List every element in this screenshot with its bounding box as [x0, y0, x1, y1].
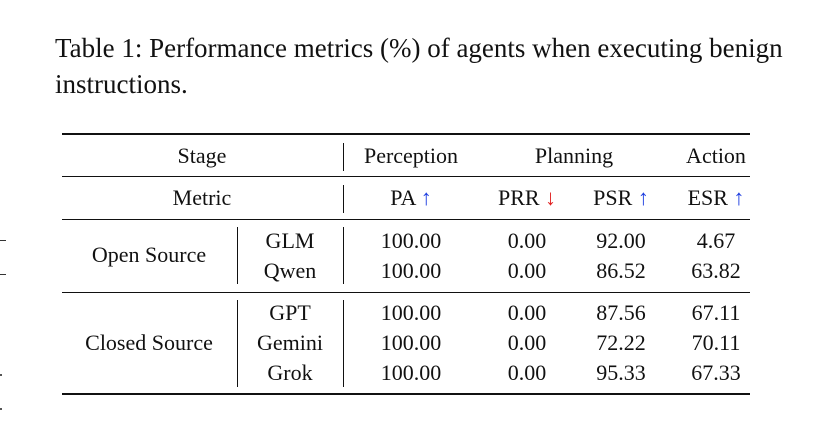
- prr-value: 0.00: [507, 360, 547, 385]
- edge-mark: [0, 240, 6, 241]
- prr-value: 0.00: [507, 258, 547, 283]
- arrow-up-icon: ↑: [733, 185, 745, 210]
- group-label: Closed Source: [85, 330, 213, 355]
- prr-value: 0.00: [507, 300, 547, 325]
- edge-mark: [0, 408, 2, 410]
- psr-value: 86.52: [596, 258, 646, 283]
- header-bottom-rule: [62, 219, 750, 220]
- model-name: GPT: [269, 300, 311, 325]
- pa-label: PA: [390, 185, 416, 210]
- arrow-up-icon: ↑: [637, 185, 649, 210]
- arrow-up-icon: ↑: [420, 185, 432, 210]
- group-separator-closed: [237, 300, 238, 387]
- esr-label: ESR: [687, 185, 728, 210]
- top-rule: [62, 133, 750, 135]
- header-stage: Stage: [177, 143, 227, 168]
- pa-value: 100.00: [380, 228, 442, 253]
- model-separator-open: [343, 227, 344, 284]
- pa-value: 100.00: [380, 330, 442, 355]
- model-name: GLM: [265, 228, 315, 253]
- esr-value: 67.11: [691, 300, 741, 325]
- prr-value: 0.00: [507, 228, 547, 253]
- header-action: Action: [686, 143, 746, 168]
- table-caption: Table 1: Performance metrics (%) of agen…: [55, 33, 783, 99]
- esr-value: 63.82: [691, 258, 741, 283]
- esr-value: 70.11: [691, 330, 741, 355]
- pa-value: 100.00: [380, 300, 442, 325]
- header-metric: Metric: [172, 185, 232, 210]
- edge-mark: [0, 274, 6, 275]
- group-divider: [62, 292, 750, 293]
- model-separator-closed: [343, 300, 344, 387]
- group-separator-open: [237, 227, 238, 284]
- arrow-down-icon: ↓: [545, 185, 557, 210]
- model-name: Gemini: [257, 330, 323, 355]
- psr-value: 92.00: [596, 228, 646, 253]
- header-psr: PSR ↑: [593, 185, 649, 211]
- psr-value: 87.56: [596, 300, 646, 325]
- stage-separator: [343, 143, 344, 171]
- edge-mark: [0, 374, 2, 376]
- header-planning: Planning: [534, 143, 614, 168]
- metric-separator: [343, 185, 344, 213]
- esr-value: 67.33: [691, 360, 741, 385]
- psr-value: 95.33: [596, 360, 646, 385]
- model-name: Qwen: [263, 258, 317, 283]
- bottom-rule: [62, 393, 750, 395]
- header-prr: PRR ↓: [498, 185, 556, 211]
- model-name: Grok: [267, 360, 313, 385]
- header-divider: [62, 176, 750, 177]
- psr-label: PSR: [593, 185, 633, 210]
- psr-value: 72.22: [596, 330, 646, 355]
- header-esr: ESR ↑: [688, 185, 745, 211]
- header-perception: Perception: [363, 143, 459, 168]
- prr-value: 0.00: [507, 330, 547, 355]
- pa-value: 100.00: [380, 360, 442, 385]
- pa-value: 100.00: [380, 258, 442, 283]
- esr-value: 4.67: [696, 228, 736, 253]
- header-pa: PA ↑: [390, 185, 431, 211]
- prr-label: PRR: [497, 185, 540, 210]
- group-label: Open Source: [91, 242, 207, 267]
